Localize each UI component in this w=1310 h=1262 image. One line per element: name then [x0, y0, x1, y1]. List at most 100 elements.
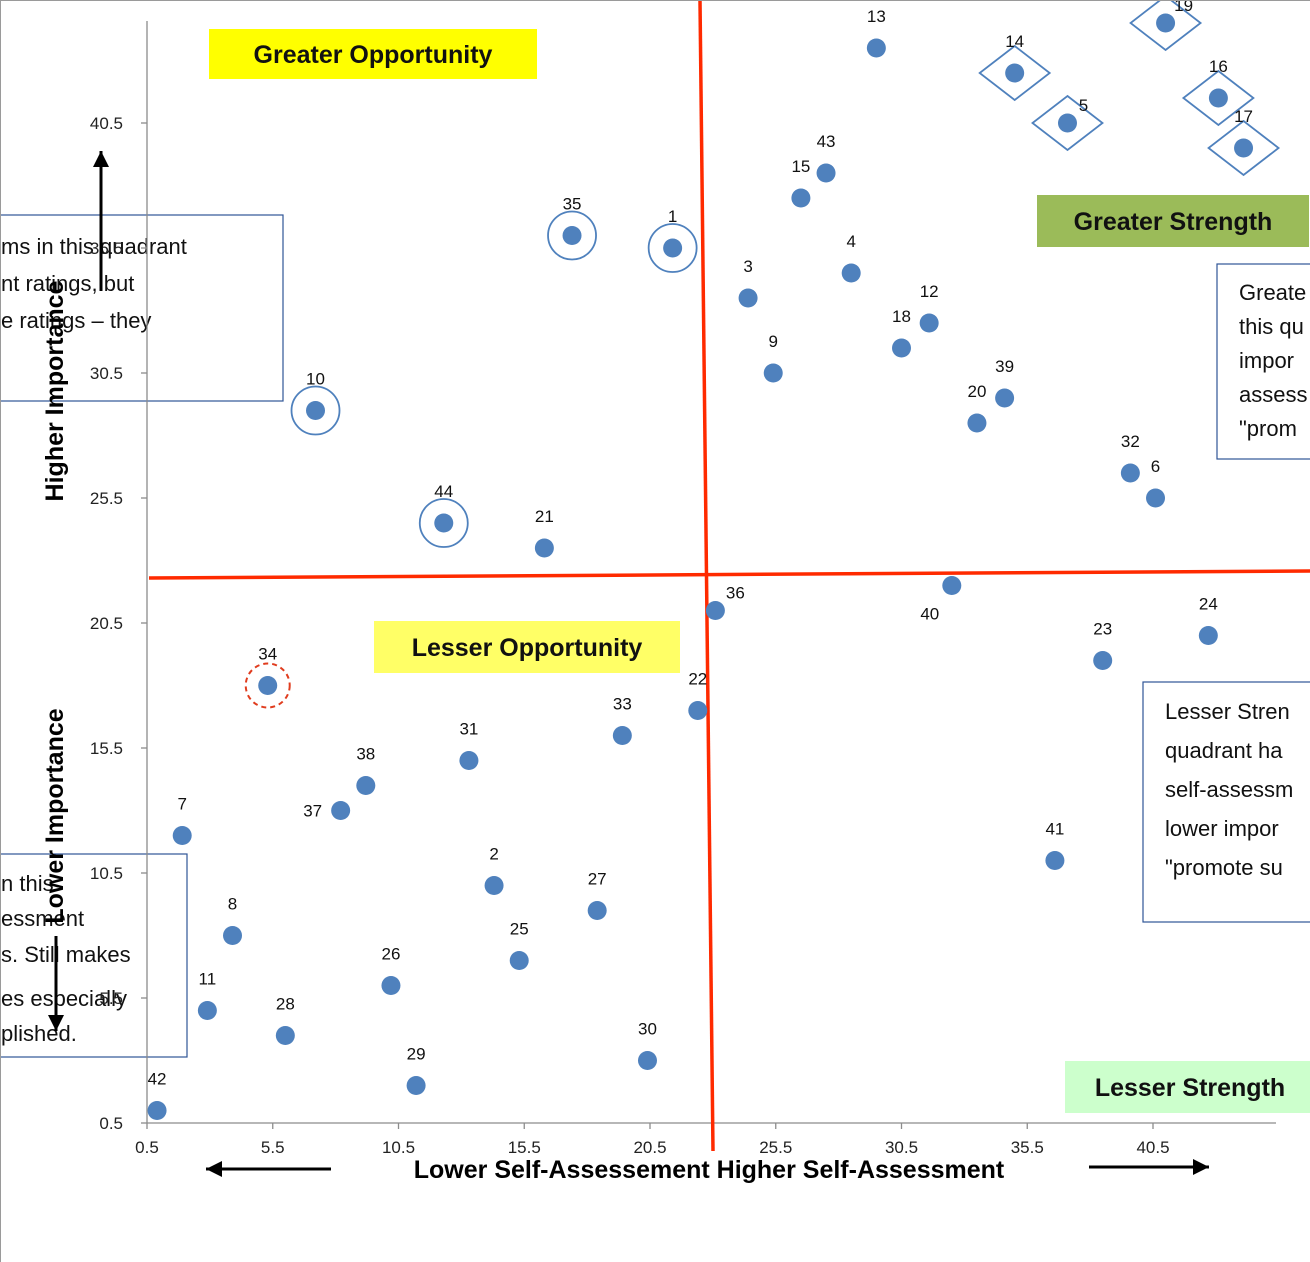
note-2-line-2: this qu: [1239, 314, 1304, 339]
point-label-41: 41: [1045, 820, 1064, 839]
point-label-39: 39: [995, 357, 1014, 376]
note-4-line-4: es especially: [1, 986, 127, 1011]
data-point-5: 5: [1031, 94, 1104, 152]
point-marker-16: [1208, 88, 1228, 108]
data-point-31: 31: [459, 720, 479, 770]
data-point-30: 30: [637, 1020, 657, 1070]
data-point-16: 16: [1181, 57, 1255, 127]
point-label-20: 20: [967, 382, 986, 401]
x-tick-label-15.5: 15.5: [508, 1138, 541, 1157]
data-point-44: 44: [418, 482, 469, 548]
circle-highlight-1: [647, 223, 698, 273]
x-tick-label-30.5: 30.5: [885, 1138, 918, 1157]
data-point-35: 35: [547, 195, 597, 261]
data-point-43: 43: [816, 132, 836, 183]
arrow-down-importance: [48, 936, 64, 1031]
point-marker-9: [763, 363, 783, 383]
point-marker-39: [995, 388, 1015, 408]
data-point-33: 33: [612, 695, 632, 745]
circle-highlight-10: [290, 385, 341, 436]
x-tick-label-35.5: 35.5: [1011, 1138, 1044, 1157]
point-label-6: 6: [1151, 457, 1160, 476]
x-tick-label-5.5: 5.5: [261, 1138, 285, 1157]
data-point-40: 40: [920, 576, 962, 624]
note-box-4: [1, 853, 188, 1058]
point-marker-13: [866, 38, 886, 58]
point-marker-26: [381, 976, 401, 995]
circle-highlight-35: [547, 210, 597, 261]
note-4-line-3: s. Still makes: [1, 942, 131, 967]
data-point-2: 2: [484, 845, 504, 895]
point-marker-32: [1120, 463, 1140, 483]
data-point-15: 15: [791, 157, 811, 208]
note-2-line-5: "prom: [1239, 416, 1297, 441]
y-tick-label-40.5: 40.5: [90, 114, 123, 133]
data-point-23: 23: [1093, 620, 1113, 670]
data-point-22: 22: [688, 670, 708, 720]
point-marker-37: [331, 801, 351, 820]
data-point-21: 21: [534, 507, 554, 558]
data-point-1: 1: [647, 207, 698, 273]
y-tick-label-25.5: 25.5: [90, 489, 123, 508]
point-marker-44: [434, 513, 454, 533]
greater-strength-label: Greater Strength: [1074, 208, 1273, 236]
point-label-22: 22: [688, 670, 707, 689]
point-label-37: 37: [303, 802, 322, 821]
note-box-2: [1216, 263, 1310, 460]
data-point-9: 9: [763, 332, 783, 383]
arrow-up-importance: [93, 151, 109, 291]
point-label-33: 33: [613, 695, 632, 714]
data-point-28: 28: [275, 995, 295, 1045]
point-marker-25: [509, 951, 529, 970]
point-label-44: 44: [434, 482, 453, 501]
point-marker-35: [562, 226, 582, 245]
point-label-35: 35: [563, 195, 582, 214]
point-marker-8: [223, 926, 243, 945]
point-label-15: 15: [791, 157, 810, 176]
point-label-31: 31: [459, 720, 478, 739]
point-marker-10: [306, 401, 326, 420]
point-marker-5: [1057, 113, 1077, 133]
y-tick-label-5.5: 5.5: [99, 989, 123, 1008]
data-point-29: 29: [406, 1045, 426, 1095]
point-label-42: 42: [148, 1070, 167, 1089]
point-marker-15: [791, 188, 811, 208]
y-tick-label-15.5: 15.5: [90, 739, 123, 758]
point-label-25: 25: [510, 920, 529, 939]
y-tick-label-10.5: 10.5: [90, 864, 123, 883]
data-point-41: 41: [1045, 820, 1065, 870]
note-3-line-2: quadrant ha: [1165, 738, 1283, 763]
point-label-21: 21: [535, 507, 554, 526]
point-label-14: 14: [1005, 32, 1024, 51]
data-point-14: 14: [978, 32, 1052, 102]
point-marker-34: [258, 676, 278, 695]
data-point-6: 6: [1146, 457, 1166, 508]
arrow-right-self-assessment: [1089, 1159, 1209, 1175]
point-label-10: 10: [306, 370, 325, 389]
point-label-2: 2: [489, 845, 498, 864]
point-label-8: 8: [228, 895, 237, 914]
data-point-20: 20: [967, 382, 987, 433]
y-tick-label-30.5: 30.5: [90, 364, 123, 383]
x-tick-label-40.5: 40.5: [1136, 1138, 1169, 1157]
point-label-24: 24: [1199, 595, 1218, 614]
point-marker-20: [967, 413, 987, 433]
data-point-7: 7: [172, 795, 192, 845]
point-label-13: 13: [867, 7, 886, 26]
data-point-11: 11: [197, 970, 217, 1020]
data-point-17: 17: [1207, 107, 1281, 177]
diamond-highlight-17: [1207, 119, 1281, 177]
point-label-32: 32: [1121, 432, 1140, 451]
point-marker-29: [406, 1076, 426, 1095]
point-label-27: 27: [588, 870, 607, 889]
point-label-36: 36: [726, 584, 745, 603]
point-label-5: 5: [1079, 96, 1088, 115]
note-2-line-4: assess: [1239, 382, 1307, 407]
point-label-9: 9: [769, 332, 778, 351]
note-1-line-2: nt ratings, but: [1, 271, 134, 296]
data-point-38: 38: [356, 745, 376, 795]
greater-opportunity-label-bg: [209, 29, 537, 79]
note-4-line-1: n this: [1, 871, 54, 896]
